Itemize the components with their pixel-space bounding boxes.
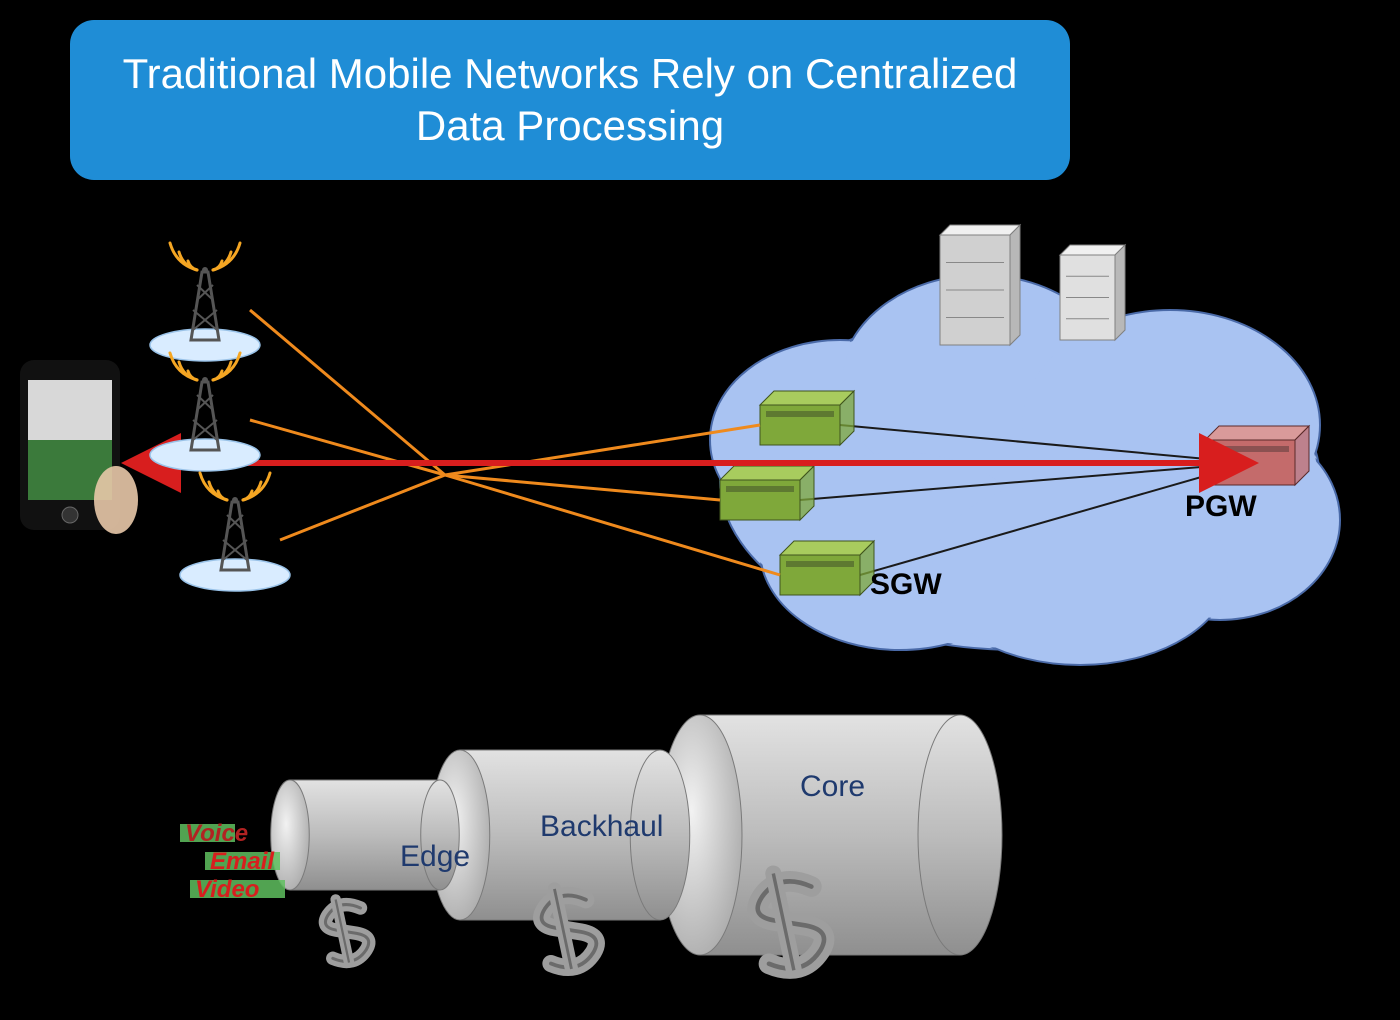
orange-links (250, 310, 780, 575)
cell-towers (150, 243, 290, 591)
pipe-segment-label: Edge (400, 840, 470, 874)
traffic-type-label: Video (195, 876, 259, 904)
traffic-type-label: Email (210, 848, 274, 876)
sgw-label: SGW (870, 568, 942, 602)
pgw-label: PGW (1185, 490, 1257, 524)
phone-icon (20, 360, 138, 534)
pgw-box (1205, 426, 1309, 485)
pipe-segment-label: Core (800, 770, 865, 804)
traffic-type-label: Voice (185, 820, 248, 848)
pipe-segment-label: Backhaul (540, 810, 663, 844)
